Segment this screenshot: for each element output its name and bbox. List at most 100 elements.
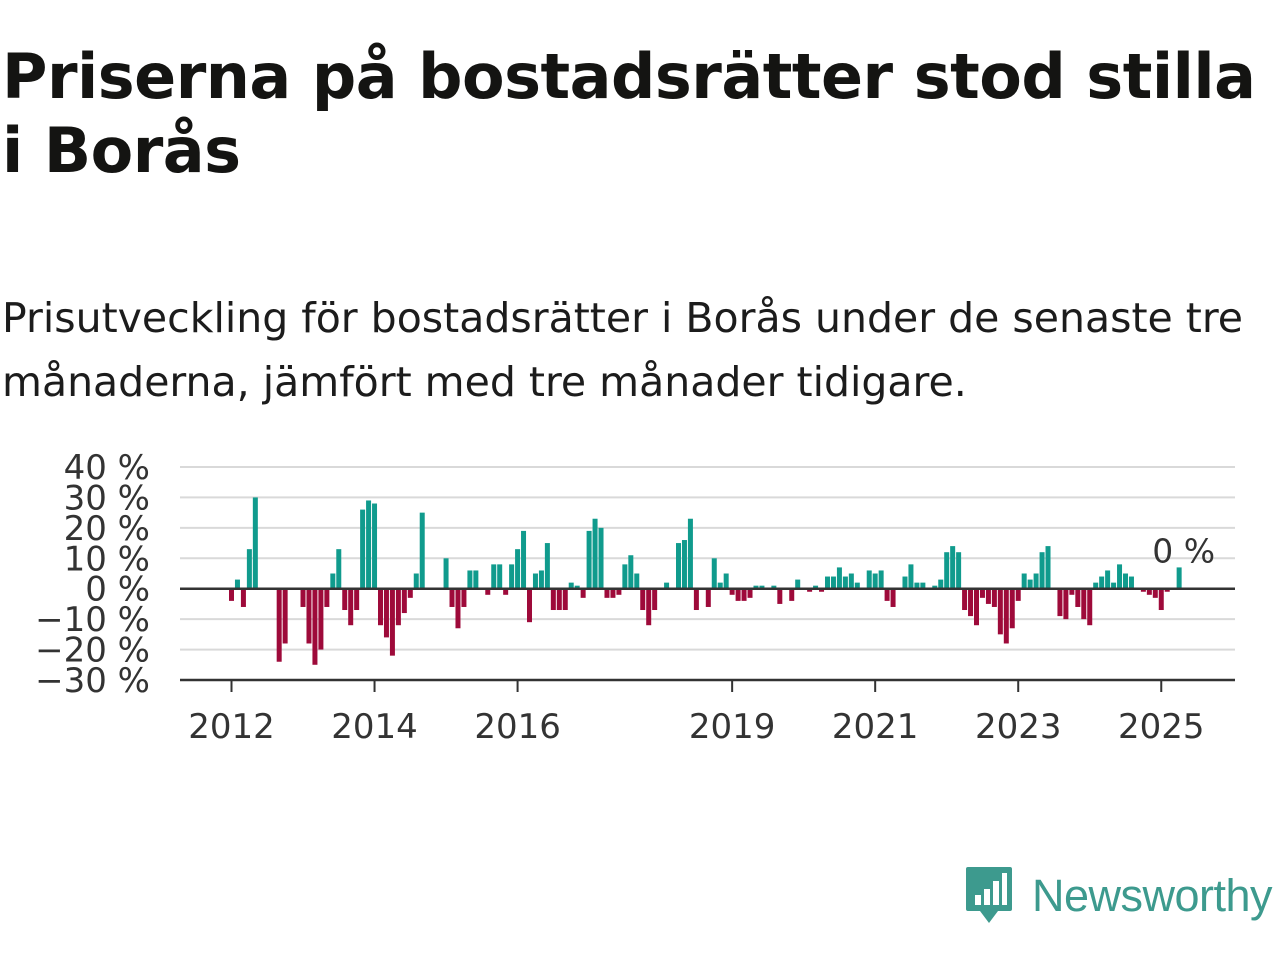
bar bbox=[777, 588, 783, 604]
bar bbox=[956, 552, 962, 589]
bar bbox=[819, 588, 825, 592]
bar bbox=[711, 558, 717, 589]
bar bbox=[1146, 588, 1152, 595]
bar bbox=[509, 564, 515, 589]
bar bbox=[878, 570, 884, 589]
bar bbox=[485, 588, 491, 595]
x-tick-label: 2021 bbox=[832, 707, 919, 747]
bar bbox=[491, 564, 497, 589]
bar bbox=[354, 588, 360, 611]
bar bbox=[974, 588, 979, 626]
bar bbox=[646, 588, 652, 626]
x-tick-label: 2019 bbox=[689, 707, 776, 747]
bar bbox=[1158, 588, 1164, 611]
bar bbox=[997, 588, 1003, 635]
bar bbox=[848, 573, 854, 589]
bar bbox=[1123, 573, 1128, 589]
bar bbox=[968, 588, 974, 617]
latest-value-label: 0 % bbox=[1152, 531, 1215, 570]
bar bbox=[717, 582, 723, 589]
bar bbox=[979, 588, 985, 598]
bar bbox=[574, 585, 580, 589]
chart-title: Priserna på bostadsrätter stod stilla i … bbox=[2, 40, 1256, 187]
bar bbox=[932, 585, 938, 589]
bar bbox=[395, 588, 401, 626]
bar bbox=[300, 588, 306, 607]
bar bbox=[282, 588, 288, 644]
bar bbox=[604, 588, 610, 598]
bar bbox=[825, 576, 830, 589]
bar bbox=[1063, 588, 1069, 620]
bar bbox=[676, 543, 681, 589]
y-tick-label: 20 % bbox=[64, 509, 150, 549]
bar bbox=[586, 530, 592, 589]
x-tick-label: 2012 bbox=[188, 707, 275, 747]
bar bbox=[914, 582, 920, 589]
bar bbox=[1128, 576, 1134, 589]
bar bbox=[681, 540, 687, 589]
bar bbox=[1176, 567, 1182, 589]
bar bbox=[741, 588, 747, 601]
chart-subtitle: Prisutveckling för bostadsrätter i Borås… bbox=[2, 294, 1244, 406]
bar bbox=[962, 588, 968, 611]
bar bbox=[795, 579, 801, 589]
newsworthy-logo-icon bbox=[966, 867, 1012, 923]
bar bbox=[348, 588, 354, 626]
bar bbox=[413, 573, 419, 589]
bar bbox=[634, 573, 640, 589]
bar bbox=[556, 588, 562, 611]
bar bbox=[538, 570, 544, 589]
bar bbox=[866, 570, 872, 589]
bar bbox=[461, 588, 467, 607]
bar bbox=[401, 588, 407, 614]
bar bbox=[705, 588, 711, 607]
bar bbox=[616, 588, 622, 595]
bar bbox=[813, 585, 819, 589]
bar bbox=[562, 588, 568, 611]
bar bbox=[312, 588, 318, 665]
bar bbox=[1087, 588, 1093, 626]
bar bbox=[920, 582, 926, 589]
bar bbox=[1099, 576, 1105, 589]
bar bbox=[592, 518, 598, 589]
y-tick-label: 30 % bbox=[64, 478, 150, 518]
bar bbox=[640, 588, 646, 611]
bar bbox=[622, 564, 628, 589]
bar bbox=[652, 588, 658, 611]
axes bbox=[180, 587, 1235, 682]
bar bbox=[693, 588, 699, 611]
bar bbox=[473, 570, 479, 589]
bar bbox=[1164, 588, 1170, 592]
bar bbox=[246, 549, 252, 589]
bar bbox=[1015, 588, 1021, 601]
bar bbox=[342, 588, 348, 611]
bar bbox=[389, 588, 395, 656]
price-change-bar-chart: 40 %30 %20 %10 %0 %−10 %−20 %−30 % 2012 2… bbox=[35, 448, 1235, 747]
bar bbox=[723, 573, 729, 589]
bar bbox=[1111, 582, 1117, 589]
bar bbox=[324, 588, 330, 607]
y-tick-label: −10 % bbox=[35, 600, 150, 640]
bar bbox=[872, 573, 878, 589]
bar bbox=[664, 582, 670, 589]
bar bbox=[1117, 564, 1123, 589]
x-tick-label: 2016 bbox=[474, 707, 561, 747]
bar bbox=[455, 588, 461, 629]
y-tick-label: −30 % bbox=[35, 661, 150, 701]
bar bbox=[306, 588, 312, 644]
bar bbox=[1039, 552, 1045, 589]
bar bbox=[318, 588, 324, 650]
bar bbox=[753, 585, 759, 589]
bar bbox=[735, 588, 741, 601]
bar bbox=[1057, 588, 1063, 617]
bar bbox=[628, 555, 634, 589]
bar bbox=[1069, 588, 1075, 595]
bar bbox=[842, 576, 848, 589]
bar bbox=[503, 588, 509, 595]
bar bbox=[515, 549, 521, 589]
bar bbox=[234, 579, 240, 589]
bar bbox=[532, 573, 538, 589]
bar bbox=[890, 588, 896, 607]
bar bbox=[759, 585, 765, 589]
bar bbox=[908, 564, 914, 589]
